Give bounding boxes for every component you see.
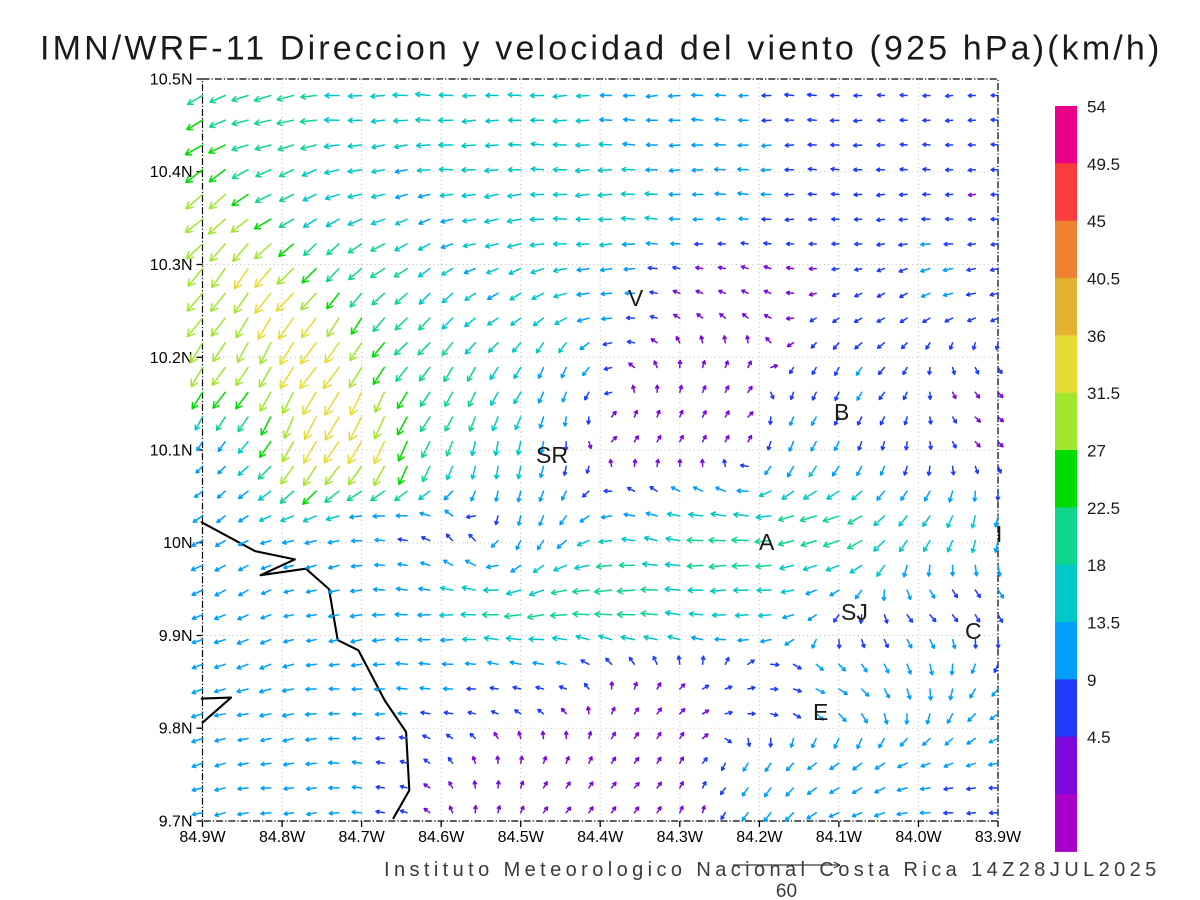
svg-text:4.5: 4.5 (1087, 728, 1111, 747)
svg-text:E: E (813, 699, 828, 725)
svg-text:10.2N: 10.2N (150, 350, 193, 367)
svg-text:10.1N: 10.1N (150, 443, 193, 460)
svg-text:45: 45 (1087, 212, 1106, 231)
svg-text:84.7W: 84.7W (338, 829, 385, 846)
svg-text:84.4W: 84.4W (577, 829, 624, 846)
svg-text:9.9N: 9.9N (159, 628, 193, 645)
svg-text:84.0W: 84.0W (895, 829, 942, 846)
svg-text:22.5: 22.5 (1087, 499, 1120, 518)
svg-text:9: 9 (1087, 671, 1096, 690)
svg-text:SJ: SJ (841, 599, 868, 625)
svg-text:31.5: 31.5 (1087, 384, 1120, 403)
svg-text:10.3N: 10.3N (150, 257, 193, 274)
svg-text:10.5N: 10.5N (150, 72, 193, 89)
svg-text:A: A (759, 529, 775, 555)
svg-text:SR: SR (536, 442, 568, 468)
svg-text:18: 18 (1087, 556, 1106, 575)
svg-text:84.8W: 84.8W (259, 829, 306, 846)
svg-text:60: 60 (776, 881, 797, 900)
svg-text:9.7N: 9.7N (159, 814, 193, 831)
svg-text:84.2W: 84.2W (736, 829, 783, 846)
svg-text:10.4N: 10.4N (150, 164, 193, 181)
svg-text:V: V (628, 285, 644, 311)
svg-text:40.5: 40.5 (1087, 270, 1120, 289)
svg-text:27: 27 (1087, 442, 1106, 461)
svg-text:Instituto Meteorologico Nacion: Instituto Meteorologico Nacional Costa R… (384, 859, 1161, 881)
svg-text:49.5: 49.5 (1087, 155, 1120, 174)
svg-text:84.6W: 84.6W (418, 829, 465, 846)
svg-text:84.9W: 84.9W (179, 829, 226, 846)
svg-text:36: 36 (1087, 327, 1106, 346)
svg-text:IMN/WRF-11 Direccion y velocid: IMN/WRF-11 Direccion y velocidad del vie… (40, 30, 1162, 68)
svg-text:I: I (996, 521, 1002, 547)
svg-text:84.5W: 84.5W (498, 829, 545, 846)
svg-text:83.9W: 83.9W (975, 829, 1022, 846)
svg-text:84.1W: 84.1W (816, 829, 863, 846)
svg-text:C: C (965, 618, 982, 644)
svg-text:9.8N: 9.8N (159, 721, 193, 738)
svg-text:84.3W: 84.3W (657, 829, 704, 846)
svg-text:10N: 10N (163, 535, 192, 552)
svg-text:13.5: 13.5 (1087, 614, 1120, 633)
svg-text:B: B (834, 399, 849, 425)
svg-text:54: 54 (1087, 98, 1106, 117)
